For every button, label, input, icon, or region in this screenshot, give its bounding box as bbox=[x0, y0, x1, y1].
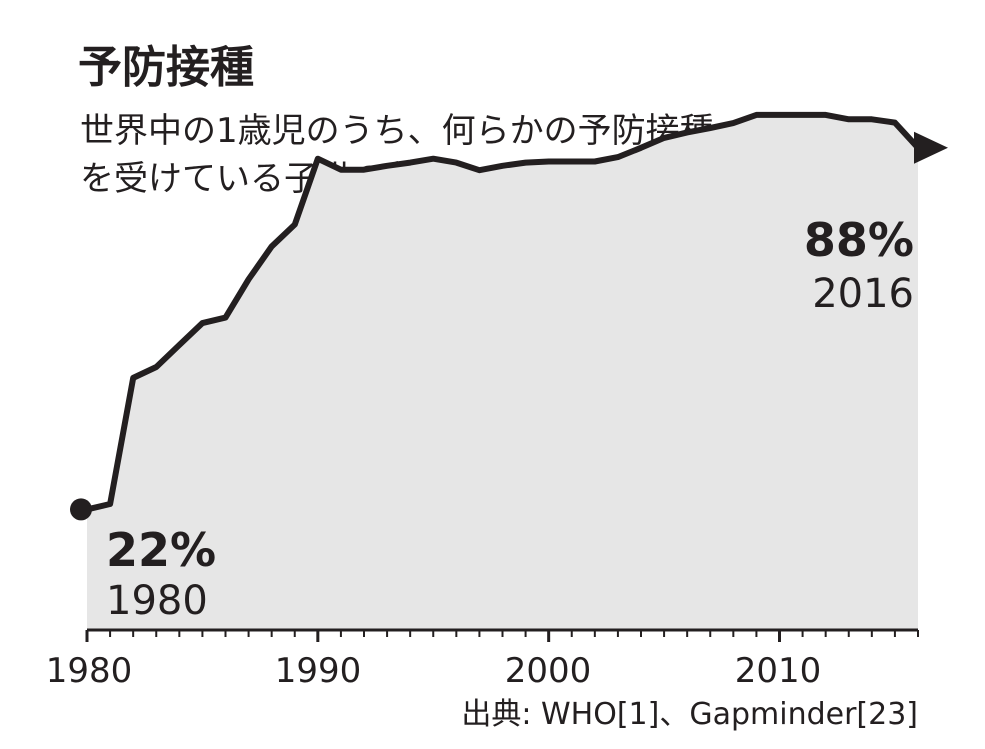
x-tick-label-1990: 1990 bbox=[275, 651, 362, 691]
end-arrow-marker bbox=[914, 131, 948, 164]
chart-subtitle-line-1: 世界中の1歳児のうち、何らかの予防接種 bbox=[80, 111, 714, 151]
x-tick-label-2000: 2000 bbox=[505, 651, 592, 691]
x-tick-label-1980: 1980 bbox=[46, 651, 133, 691]
x-tick-label-2010: 2010 bbox=[735, 651, 822, 691]
area-fill bbox=[87, 114, 918, 630]
start-value-label: 22% bbox=[106, 523, 216, 577]
start-year-label: 1980 bbox=[106, 578, 208, 624]
series-line bbox=[84, 111, 921, 513]
source-note: 出典: WHO[1]、Gapminder[23] bbox=[461, 697, 918, 732]
end-value-label: 88% bbox=[804, 213, 914, 267]
x-axis-ticks bbox=[85, 630, 919, 642]
start-point-marker bbox=[70, 498, 92, 521]
chart-title: 予防接種 bbox=[78, 42, 254, 93]
end-year-label: 2016 bbox=[812, 271, 914, 317]
